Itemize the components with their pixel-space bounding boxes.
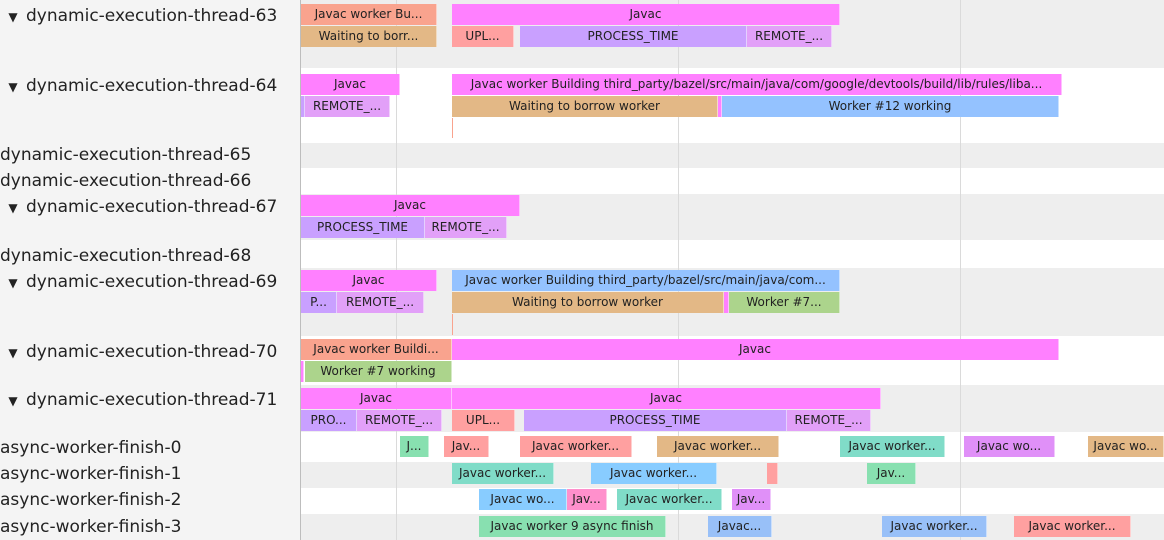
track-name: dynamic-execution-thread-68	[0, 246, 252, 266]
track-label[interactable]: async-worker-finish-1	[0, 462, 181, 486]
trace-slice[interactable]: Javac	[452, 339, 1059, 360]
trace-slice[interactable]: Javac	[452, 388, 881, 409]
trace-slice[interactable]: Worker #7 working	[305, 361, 452, 382]
trace-slice[interactable]: Javac	[301, 270, 437, 291]
track-names-panel: ▼ dynamic-execution-thread-63 ▼ dynamic-exe…	[0, 0, 301, 540]
track-name: dynamic-execution-thread-65	[0, 145, 252, 165]
collapse-chevron-icon[interactable]: ▼	[8, 201, 18, 215]
track-name: dynamic-execution-thread-64	[26, 76, 278, 96]
collapse-chevron-icon[interactable]: ▼	[8, 10, 18, 24]
track-row[interactable]	[301, 462, 1164, 488]
track-name: dynamic-execution-thread-70	[26, 342, 278, 362]
track-name: async-worker-finish-2	[0, 490, 182, 510]
track-label[interactable]: ▼ dynamic-execution-thread-67	[0, 195, 277, 219]
trace-slice[interactable]: Javac worker...	[452, 463, 554, 484]
trace-slice[interactable]: UPL...	[452, 26, 514, 47]
collapse-chevron-icon[interactable]: ▼	[8, 346, 18, 360]
track-label[interactable]: ▼ dynamic-execution-thread-71	[0, 388, 277, 412]
trace-slice[interactable]: Worker #7...	[729, 292, 840, 313]
track-name: dynamic-execution-thread-63	[26, 6, 278, 26]
trace-slice[interactable]: Javac wo...	[1088, 436, 1164, 457]
trace-slice[interactable]: Javac	[301, 195, 520, 216]
trace-slice[interactable]: Javac...	[708, 516, 772, 537]
timeline-gridline	[960, 0, 961, 540]
trace-slice[interactable]: Javac wo...	[964, 436, 1055, 457]
track-label[interactable]: ▼ dynamic-execution-thread-64	[0, 74, 277, 98]
track-label[interactable]: dynamic-execution-thread-65	[0, 143, 251, 167]
trace-slice[interactable]: Waiting to borrow worker	[452, 292, 724, 313]
track-row[interactable]	[301, 168, 1164, 194]
trace-slice[interactable]: REMOTE_...	[787, 410, 871, 431]
track-name: dynamic-execution-thread-69	[26, 272, 278, 292]
instant-marker[interactable]	[452, 118, 453, 138]
trace-slice[interactable]: Javac worker...	[882, 516, 987, 537]
trace-slice[interactable]: Javac worker Buildi...	[301, 339, 452, 360]
trace-slice[interactable]: Javac worker Bu...	[301, 4, 437, 25]
track-name: dynamic-execution-thread-71	[26, 390, 278, 410]
trace-slice[interactable]	[301, 361, 304, 382]
trace-slice[interactable]: REMOTE_...	[747, 26, 832, 47]
trace-slice[interactable]: Javac worker...	[657, 436, 779, 457]
trace-slice[interactable]: Javac	[452, 4, 840, 25]
track-row[interactable]	[301, 143, 1164, 168]
trace-slice[interactable]: Javac worker...	[591, 463, 717, 484]
trace-slice[interactable]	[724, 292, 729, 313]
track-name: dynamic-execution-thread-66	[0, 171, 252, 191]
trace-slice[interactable]: Javac worker...	[840, 436, 945, 457]
trace-slice[interactable]: J...	[400, 436, 429, 457]
trace-slice[interactable]: Javac worker 9 async finish	[479, 516, 666, 537]
trace-slice[interactable]: Jav...	[444, 436, 489, 457]
track-label[interactable]: async-worker-finish-3	[0, 515, 181, 539]
trace-slice[interactable]: Javac worker...	[1014, 516, 1131, 537]
track-name: async-worker-finish-3	[0, 517, 182, 537]
track-label[interactable]: ▼ dynamic-execution-thread-70	[0, 340, 277, 364]
trace-slice[interactable]	[767, 463, 778, 484]
track-name: async-worker-finish-1	[0, 464, 182, 484]
instant-marker[interactable]	[452, 314, 453, 335]
track-label[interactable]: dynamic-execution-thread-68	[0, 244, 251, 268]
trace-slice[interactable]: PRO...	[301, 410, 357, 431]
trace-slice[interactable]: Javac worker...	[520, 436, 632, 457]
timeline-tracks[interactable]: Javac worker Bu... Javac Waiting to borr..…	[301, 0, 1164, 540]
track-label[interactable]: async-worker-finish-0	[0, 436, 181, 460]
trace-slice[interactable]: Waiting to borrow worker	[452, 96, 718, 117]
trace-slice[interactable]	[301, 96, 305, 117]
track-label[interactable]: ▼ dynamic-execution-thread-63	[0, 4, 277, 28]
track-label[interactable]: async-worker-finish-2	[0, 488, 181, 512]
track-name: dynamic-execution-thread-67	[26, 197, 278, 217]
trace-slice[interactable]: Javac worker...	[617, 489, 722, 510]
trace-slice[interactable]: Jav...	[567, 489, 607, 510]
collapse-chevron-icon[interactable]: ▼	[8, 80, 18, 94]
track-label[interactable]: dynamic-execution-thread-66	[0, 169, 251, 193]
trace-slice[interactable]	[718, 96, 722, 117]
collapse-chevron-icon[interactable]: ▼	[8, 394, 18, 408]
track-row[interactable]	[301, 240, 1164, 268]
trace-slice[interactable]: PROCESS_TIME	[520, 26, 747, 47]
trace-slice[interactable]: Javac wo...	[479, 489, 567, 510]
trace-slice[interactable]: Javac	[301, 388, 452, 409]
trace-slice[interactable]: REMOTE_...	[337, 292, 424, 313]
trace-slice[interactable]: REMOTE_...	[305, 96, 390, 117]
trace-slice[interactable]: UPL...	[452, 410, 515, 431]
collapse-chevron-icon[interactable]: ▼	[8, 276, 18, 290]
trace-slice[interactable]: Javac worker Building third_party/bazel/…	[452, 74, 1062, 95]
trace-slice[interactable]: Javac	[301, 74, 400, 95]
trace-slice[interactable]: Jav...	[867, 463, 916, 484]
trace-slice[interactable]: REMOTE_...	[425, 217, 507, 238]
trace-slice[interactable]: Waiting to borr...	[301, 26, 437, 47]
trace-slice[interactable]: REMOTE_...	[357, 410, 442, 431]
trace-slice[interactable]: P...	[301, 292, 337, 313]
trace-slice[interactable]: Javac worker Building third_party/bazel/…	[452, 270, 840, 291]
track-name: async-worker-finish-0	[0, 438, 182, 458]
trace-slice[interactable]: PROCESS_TIME	[524, 410, 787, 431]
trace-slice[interactable]: Worker #12 working	[722, 96, 1059, 117]
track-label[interactable]: ▼ dynamic-execution-thread-69	[0, 270, 277, 294]
trace-slice[interactable]: Jav...	[732, 489, 771, 510]
trace-slice[interactable]: PROCESS_TIME	[301, 217, 425, 238]
